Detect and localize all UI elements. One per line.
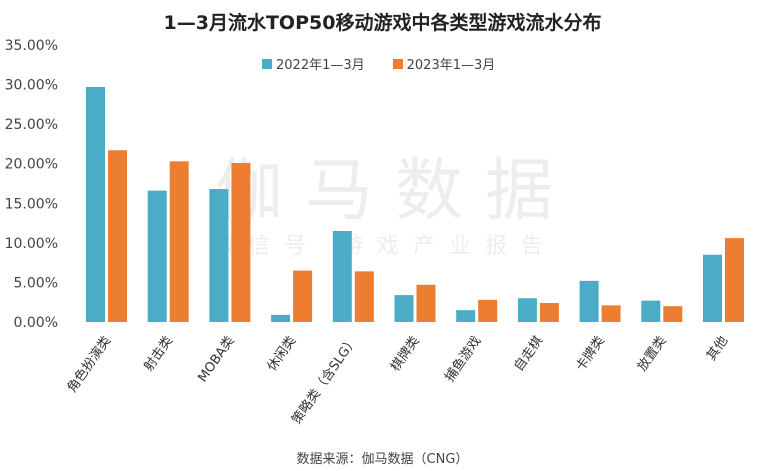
bar-2022 — [641, 300, 661, 322]
y-tick-label: 0.00% — [14, 315, 58, 331]
bar-2023 — [725, 238, 744, 322]
x-tick-label: 其他 — [704, 334, 731, 364]
y-tick-label: 35.00% — [5, 38, 58, 54]
bar-2023 — [169, 161, 189, 322]
y-tick-label: 20.00% — [5, 157, 58, 173]
bar-2022 — [579, 280, 599, 322]
x-tick-label: MOBA类 — [195, 334, 237, 385]
legend-label: 2023年1—3月 — [406, 58, 496, 73]
bar-2022 — [209, 189, 229, 322]
y-tick-label: 5.00% — [14, 275, 58, 291]
bar-2022 — [271, 314, 291, 322]
x-tick-label: 自走棋 — [512, 334, 547, 375]
bar-2023 — [416, 284, 436, 322]
bar-2022 — [703, 254, 722, 322]
legend-swatch — [262, 58, 272, 69]
y-tick-label: 25.00% — [5, 117, 58, 133]
legend: 2022年1—3月 2023年1—3月 — [262, 54, 495, 73]
bar-2022 — [456, 310, 476, 322]
bar-2023 — [293, 270, 313, 322]
y-tick-label: 15.00% — [5, 196, 58, 212]
bar-2022 — [86, 86, 105, 323]
bar-2023 — [601, 305, 621, 322]
y-tick-label: 30.00% — [5, 78, 58, 94]
bar-2022 — [394, 295, 414, 322]
x-tick-label: 放置类 — [635, 334, 670, 375]
bar-2022 — [517, 298, 537, 322]
bar-2023 — [663, 306, 683, 322]
x-tick-label: 捕鱼游戏 — [442, 333, 485, 385]
y-tick-label: 10.00% — [5, 236, 58, 252]
x-tick-label: 角色扮演类 — [64, 333, 114, 395]
x-tick-label: 棋牌类 — [387, 333, 422, 374]
chart-title: 1—3月流水TOP50移动游戏中各类型游戏流水分布 — [163, 12, 602, 34]
bar-2023 — [231, 162, 251, 322]
bar-2022 — [147, 190, 167, 322]
source-note: 数据来源：伽马数据（CNG） — [296, 452, 469, 467]
legend-item-2022: 2022年1—3月 — [262, 54, 365, 73]
watermark-logo: 伽马数据 — [215, 152, 576, 231]
legend-label: 2022年1—3月 — [276, 58, 365, 73]
x-tick-label: 休闲类 — [265, 334, 300, 375]
bar-2023 — [108, 150, 127, 322]
x-tick-label: 卡牌类 — [572, 333, 607, 374]
bar-2023 — [354, 271, 374, 322]
bar-2023 — [539, 303, 559, 322]
watermark-sub: 微信号 游戏产业报告 — [212, 234, 557, 259]
legend-swatch — [392, 58, 403, 69]
x-tick-label: 射击类 — [140, 333, 175, 374]
bar-2023 — [478, 299, 498, 322]
legend-item-2023: 2023年1—3月 — [392, 54, 496, 73]
x-tick-label: 策略类（含SLG） — [289, 333, 362, 427]
bar-2022 — [332, 230, 352, 322]
